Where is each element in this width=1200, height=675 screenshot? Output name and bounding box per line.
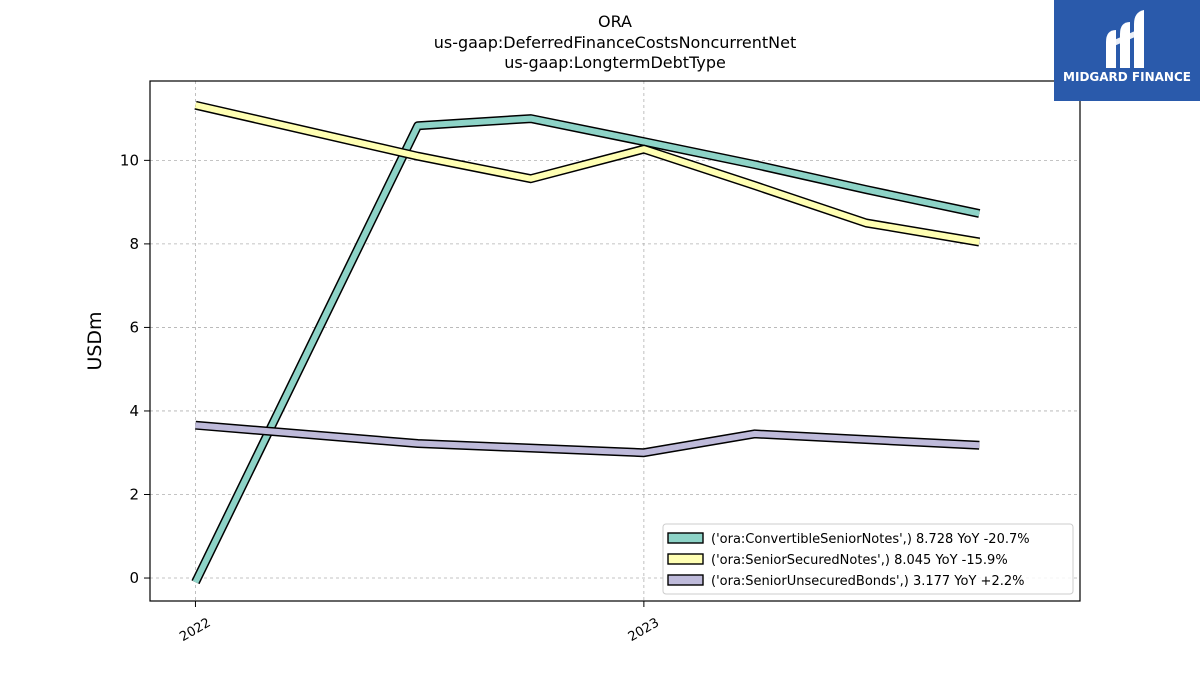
plot-area-frame [149, 80, 1081, 602]
chart-title-line-3: us-gaap:LongtermDebtType [504, 53, 726, 72]
legend-entry-label: ('ora:SeniorUnsecuredBonds',) 3.177 YoY … [711, 574, 1024, 589]
y-tick-label: 6 [129, 318, 139, 336]
y-tick-label: 10 [120, 151, 139, 169]
series-line [194, 102, 980, 245]
series-lines [191, 100, 981, 585]
x-tick-label: 2023 [626, 615, 662, 645]
series-1 [191, 114, 981, 585]
grid [150, 81, 1080, 601]
logo-icon: MIDGARD FINANCE [1054, 0, 1200, 101]
series-line [195, 422, 980, 456]
legend-swatch [667, 553, 704, 565]
series-3 [195, 420, 980, 458]
series-2 [194, 100, 981, 247]
y-tick-label: 4 [129, 402, 139, 420]
legend-entry-label: ('ora:ConvertibleSeniorNotes',) 8.728 Yo… [711, 532, 1030, 547]
x-tick-label: 2022 [177, 615, 213, 645]
y-tick-label: 8 [129, 235, 139, 253]
y-axis-label: USDm [84, 311, 106, 370]
logo-text: MIDGARD FINANCE [1063, 70, 1191, 84]
chart-title-line-1: ORA [598, 12, 632, 31]
y-tick-label: 0 [129, 569, 139, 587]
legend: ('ora:ConvertibleSeniorNotes',) 8.728 Yo… [662, 523, 1074, 595]
chart-title-line-2: us-gaap:DeferredFinanceCostsNoncurrentNe… [434, 33, 797, 52]
y-tick-label: 2 [129, 485, 139, 503]
legend-swatch [667, 574, 704, 586]
legend-swatch [667, 532, 704, 544]
midgard-finance-logo: MIDGARD FINANCE [1054, 0, 1200, 101]
chart-title: ORA us-gaap:DeferredFinanceCostsNoncurre… [434, 12, 797, 72]
legend-box [662, 523, 1074, 595]
legend-entry-label: ('ora:SeniorSecuredNotes',) 8.045 YoY -1… [711, 553, 1008, 568]
series-line [192, 115, 980, 584]
